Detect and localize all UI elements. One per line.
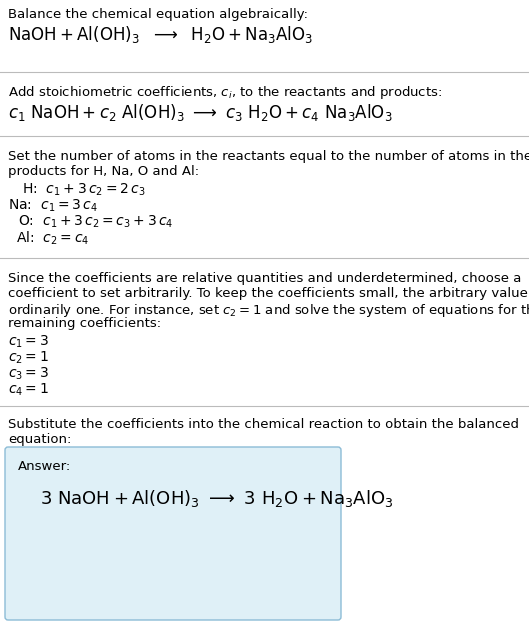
Text: Add stoichiometric coefficients, $c_i$, to the reactants and products:: Add stoichiometric coefficients, $c_i$, … [8,84,442,101]
Text: Al:  $c_2 = c_4$: Al: $c_2 = c_4$ [16,230,89,248]
Text: $3\ \mathregular{NaOH} + \mathregular{Al(OH)_3}\ \longrightarrow\ 3\ \mathregula: $3\ \mathregular{NaOH} + \mathregular{Al… [40,488,394,509]
Text: remaining coefficients:: remaining coefficients: [8,317,161,330]
Text: Since the coefficients are relative quantities and underdetermined, choose a: Since the coefficients are relative quan… [8,272,522,285]
Text: Answer:: Answer: [18,460,71,473]
Text: Na:  $c_1 = 3\,c_4$: Na: $c_1 = 3\,c_4$ [8,198,98,214]
Text: O:  $c_1 + 3\,c_2 = c_3 + 3\,c_4$: O: $c_1 + 3\,c_2 = c_3 + 3\,c_4$ [18,214,174,230]
Text: $\mathregular{NaOH + Al(OH)_3}$  $\longrightarrow$  $\mathregular{H_2O + Na_3AlO: $\mathregular{NaOH + Al(OH)_3}$ $\longri… [8,24,313,45]
Text: ordinarily one. For instance, set $c_2 = 1$ and solve the system of equations fo: ordinarily one. For instance, set $c_2 =… [8,302,529,319]
Text: Substitute the coefficients into the chemical reaction to obtain the balanced: Substitute the coefficients into the che… [8,418,519,431]
FancyBboxPatch shape [5,447,341,620]
Text: $c_3 = 3$: $c_3 = 3$ [8,366,49,382]
Text: $c_1 = 3$: $c_1 = 3$ [8,334,49,350]
Text: coefficient to set arbitrarily. To keep the coefficients small, the arbitrary va: coefficient to set arbitrarily. To keep … [8,287,529,300]
Text: products for H, Na, O and Al:: products for H, Na, O and Al: [8,165,199,178]
Text: H:  $c_1 + 3\,c_2 = 2\,c_3$: H: $c_1 + 3\,c_2 = 2\,c_3$ [22,182,145,198]
Text: $c_1\ \mathregular{NaOH} + c_2\ \mathregular{Al(OH)_3}\ \longrightarrow\ c_3\ \m: $c_1\ \mathregular{NaOH} + c_2\ \mathreg… [8,102,393,123]
Text: $c_2 = 1$: $c_2 = 1$ [8,350,49,366]
Text: $c_4 = 1$: $c_4 = 1$ [8,382,49,398]
Text: Balance the chemical equation algebraically:: Balance the chemical equation algebraica… [8,8,308,21]
Text: equation:: equation: [8,433,71,446]
Text: Set the number of atoms in the reactants equal to the number of atoms in the: Set the number of atoms in the reactants… [8,150,529,163]
